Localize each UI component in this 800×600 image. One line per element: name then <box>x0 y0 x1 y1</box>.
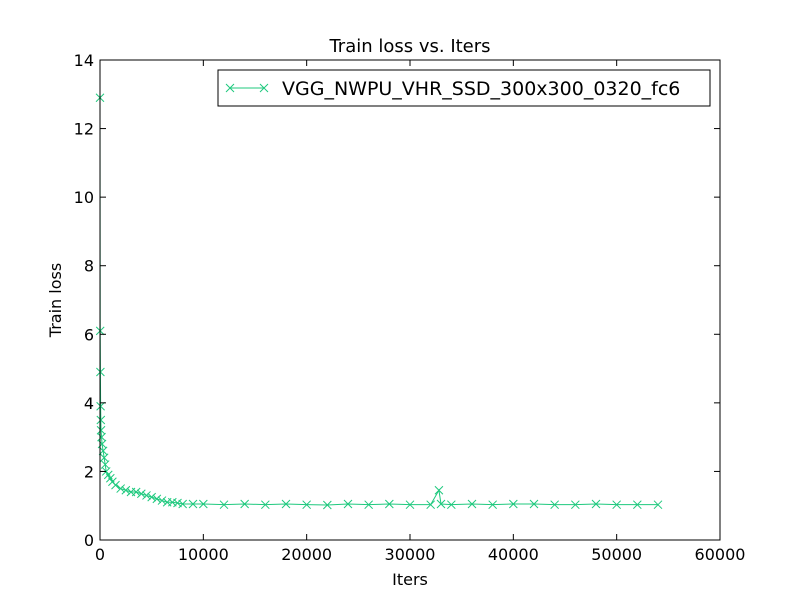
data-point <box>198 499 208 509</box>
data-point <box>157 496 167 505</box>
data-point <box>173 498 182 508</box>
legend-marker-left <box>225 83 235 93</box>
data-point <box>121 485 131 495</box>
y-tick-label: 14 <box>74 51 94 70</box>
data-point <box>632 500 642 510</box>
data-point <box>591 499 601 509</box>
data-point <box>322 500 332 510</box>
y-tick-label: 0 <box>84 531 94 550</box>
data-point <box>136 489 146 499</box>
data-point <box>488 500 498 510</box>
data-point <box>446 500 456 510</box>
data-point <box>343 499 353 509</box>
x-tick-label: 10000 <box>178 545 229 564</box>
data-point <box>281 499 291 509</box>
data-point <box>550 500 560 510</box>
chart-title: Train loss vs. Iters <box>328 36 490 57</box>
y-tick-label: 4 <box>84 394 94 413</box>
data-point <box>612 500 622 510</box>
data-point <box>302 500 312 510</box>
data-point <box>260 500 270 510</box>
y-tick-label: 8 <box>84 257 94 276</box>
data-point <box>508 499 518 509</box>
data-point <box>529 499 539 509</box>
data-point <box>219 500 229 510</box>
x-tick-label: 0 <box>95 545 105 564</box>
data-point <box>111 480 120 490</box>
x-tick-label: 20000 <box>281 545 332 564</box>
legend-marker-right <box>259 83 269 93</box>
data-point <box>152 494 162 504</box>
data-point <box>131 487 141 497</box>
data-point <box>240 499 250 509</box>
data-point <box>96 415 106 425</box>
y-axis-title: Train loss <box>46 263 65 338</box>
data-point <box>142 491 151 500</box>
data-point <box>467 499 477 509</box>
data-point <box>188 499 198 509</box>
data-point <box>434 485 444 495</box>
data-point <box>96 401 105 411</box>
data-point <box>384 499 394 509</box>
y-tick-label: 2 <box>84 462 94 481</box>
data-point <box>116 484 126 493</box>
data-layer <box>95 93 663 510</box>
x-tick-label: 50000 <box>591 545 642 564</box>
x-tick-label: 60000 <box>695 545 746 564</box>
data-point <box>96 425 106 435</box>
legend: VGG_NWPU_VHR_SSD_300x300_0320_fc6 <box>217 69 711 107</box>
y-tick-label: 6 <box>84 325 94 344</box>
y-tick-label: 12 <box>74 120 94 139</box>
legend-box <box>217 69 711 107</box>
x-tick-label: 30000 <box>385 545 436 564</box>
data-point <box>97 432 106 442</box>
ticks-layer: 0 10000 20000 30000 40000 50000 60000 0 2 4 6 8 10 12… <box>74 51 746 564</box>
x-tick-label: 40000 <box>488 545 539 564</box>
y-tick-label: 10 <box>74 188 94 207</box>
data-point <box>178 499 188 509</box>
data-point <box>426 500 436 510</box>
data-point <box>147 492 157 502</box>
x-axis-title: Iters <box>392 570 428 589</box>
data-point <box>436 499 446 509</box>
data-point <box>405 500 415 510</box>
data-point <box>570 500 580 510</box>
legend-label: VGG_NWPU_VHR_SSD_300x300_0320_fc6 <box>282 78 680 100</box>
data-point <box>653 500 663 510</box>
data-point <box>364 500 374 510</box>
